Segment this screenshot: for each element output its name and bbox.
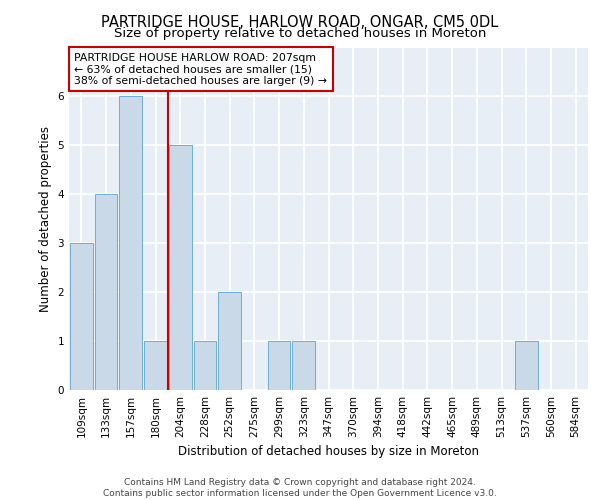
Bar — [218, 292, 241, 390]
Bar — [144, 341, 167, 390]
Bar — [119, 96, 142, 390]
Bar — [70, 243, 93, 390]
Bar — [268, 341, 290, 390]
Text: PARTRIDGE HOUSE, HARLOW ROAD, ONGAR, CM5 0DL: PARTRIDGE HOUSE, HARLOW ROAD, ONGAR, CM5… — [101, 15, 499, 30]
Bar — [169, 146, 191, 390]
Bar — [292, 341, 315, 390]
X-axis label: Distribution of detached houses by size in Moreton: Distribution of detached houses by size … — [178, 446, 479, 458]
Bar — [95, 194, 118, 390]
Y-axis label: Number of detached properties: Number of detached properties — [39, 126, 52, 312]
Text: PARTRIDGE HOUSE HARLOW ROAD: 207sqm
← 63% of detached houses are smaller (15)
38: PARTRIDGE HOUSE HARLOW ROAD: 207sqm ← 63… — [74, 52, 327, 86]
Bar — [194, 341, 216, 390]
Text: Size of property relative to detached houses in Moreton: Size of property relative to detached ho… — [114, 28, 486, 40]
Bar — [515, 341, 538, 390]
Text: Contains HM Land Registry data © Crown copyright and database right 2024.
Contai: Contains HM Land Registry data © Crown c… — [103, 478, 497, 498]
